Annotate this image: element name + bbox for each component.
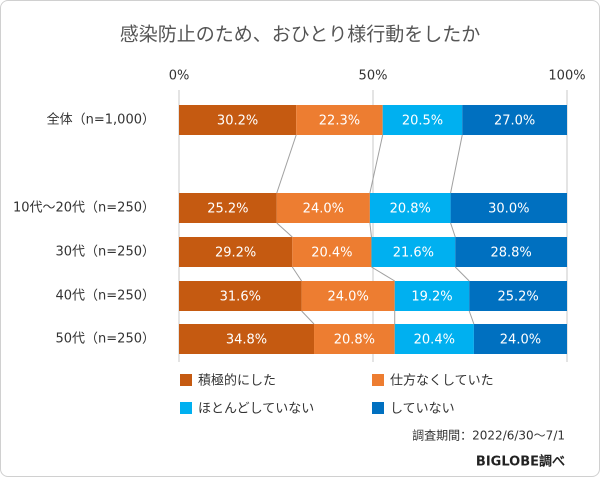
value-label: 25.2% (497, 290, 538, 305)
value-label: 20.4% (414, 333, 455, 348)
bar-segment (394, 281, 470, 311)
legend-label: 仕方なくしていた (390, 373, 494, 389)
bar-segment (382, 105, 463, 135)
bar-segment (473, 324, 567, 354)
bar-segment (296, 105, 383, 135)
value-label: 20.8% (390, 202, 431, 217)
connector (371, 266, 395, 282)
bar-segment (301, 281, 395, 311)
legend-label: していない (390, 402, 455, 417)
category-label: 50代（n=250） (56, 332, 156, 347)
value-label: 30.0% (488, 202, 529, 217)
bar-segment (371, 237, 456, 267)
bar-segment (450, 193, 567, 223)
value-label: 20.4% (311, 246, 352, 261)
bar-segment (469, 281, 567, 311)
category-label: 10代～20代（n=250） (13, 201, 155, 216)
bar-segment (462, 105, 567, 135)
bar-segment (276, 193, 370, 223)
value-label: 24.0% (328, 290, 369, 305)
x-tick-label: 50% (359, 69, 388, 84)
connector (468, 310, 475, 325)
bar-segment (179, 105, 297, 135)
bar-segment (455, 237, 567, 267)
value-label: 24.0% (500, 333, 541, 348)
category-label: 全体（n=1,000） (47, 112, 155, 128)
value-label: 31.6% (220, 290, 261, 305)
connector (450, 222, 456, 238)
connector (291, 266, 303, 282)
value-label: 27.0% (494, 114, 535, 129)
value-label: 20.8% (334, 333, 375, 348)
source: BIGLOBE調べ (476, 454, 565, 470)
bar-segment (179, 281, 302, 311)
legend-swatch (180, 402, 192, 414)
connector (276, 134, 297, 194)
legend-swatch (180, 374, 192, 386)
value-label: 21.6% (393, 246, 434, 261)
connector (450, 134, 463, 194)
bar-segment (314, 324, 395, 354)
bar-segment (394, 324, 474, 354)
bar-segment (179, 237, 293, 267)
legend-label: 積極的にした (198, 373, 276, 389)
value-label: 25.2% (207, 202, 248, 217)
connector (369, 134, 384, 194)
value-label: 22.3% (319, 114, 360, 129)
bar-segment (179, 193, 277, 223)
bar-segment (179, 324, 315, 354)
x-tick-label: 100% (548, 69, 585, 84)
legend-label: ほとんどしていない (198, 402, 314, 417)
bar-segment (292, 237, 372, 267)
value-label: 30.2% (217, 114, 258, 129)
note: 調査期間：2022/6/30〜7/1 (412, 429, 565, 443)
value-label: 19.2% (411, 290, 452, 305)
connector (276, 222, 293, 238)
value-label: 24.0% (303, 202, 344, 217)
legend-swatch (372, 374, 384, 386)
legend-swatch (372, 402, 384, 414)
connector (301, 310, 315, 325)
category-label: 40代（n=250） (56, 289, 156, 304)
bar-segment (369, 193, 451, 223)
connector (369, 222, 372, 238)
connector (454, 266, 470, 282)
category-label: 30代（n=250） (56, 245, 156, 260)
value-label: 34.8% (226, 333, 267, 348)
x-tick-label: 0% (169, 69, 190, 84)
value-label: 29.2% (215, 246, 256, 261)
value-label: 28.8% (490, 246, 531, 261)
value-label: 20.5% (402, 114, 443, 129)
chart-title: 感染防止のため、おひとり様行動をしたか (120, 24, 480, 46)
